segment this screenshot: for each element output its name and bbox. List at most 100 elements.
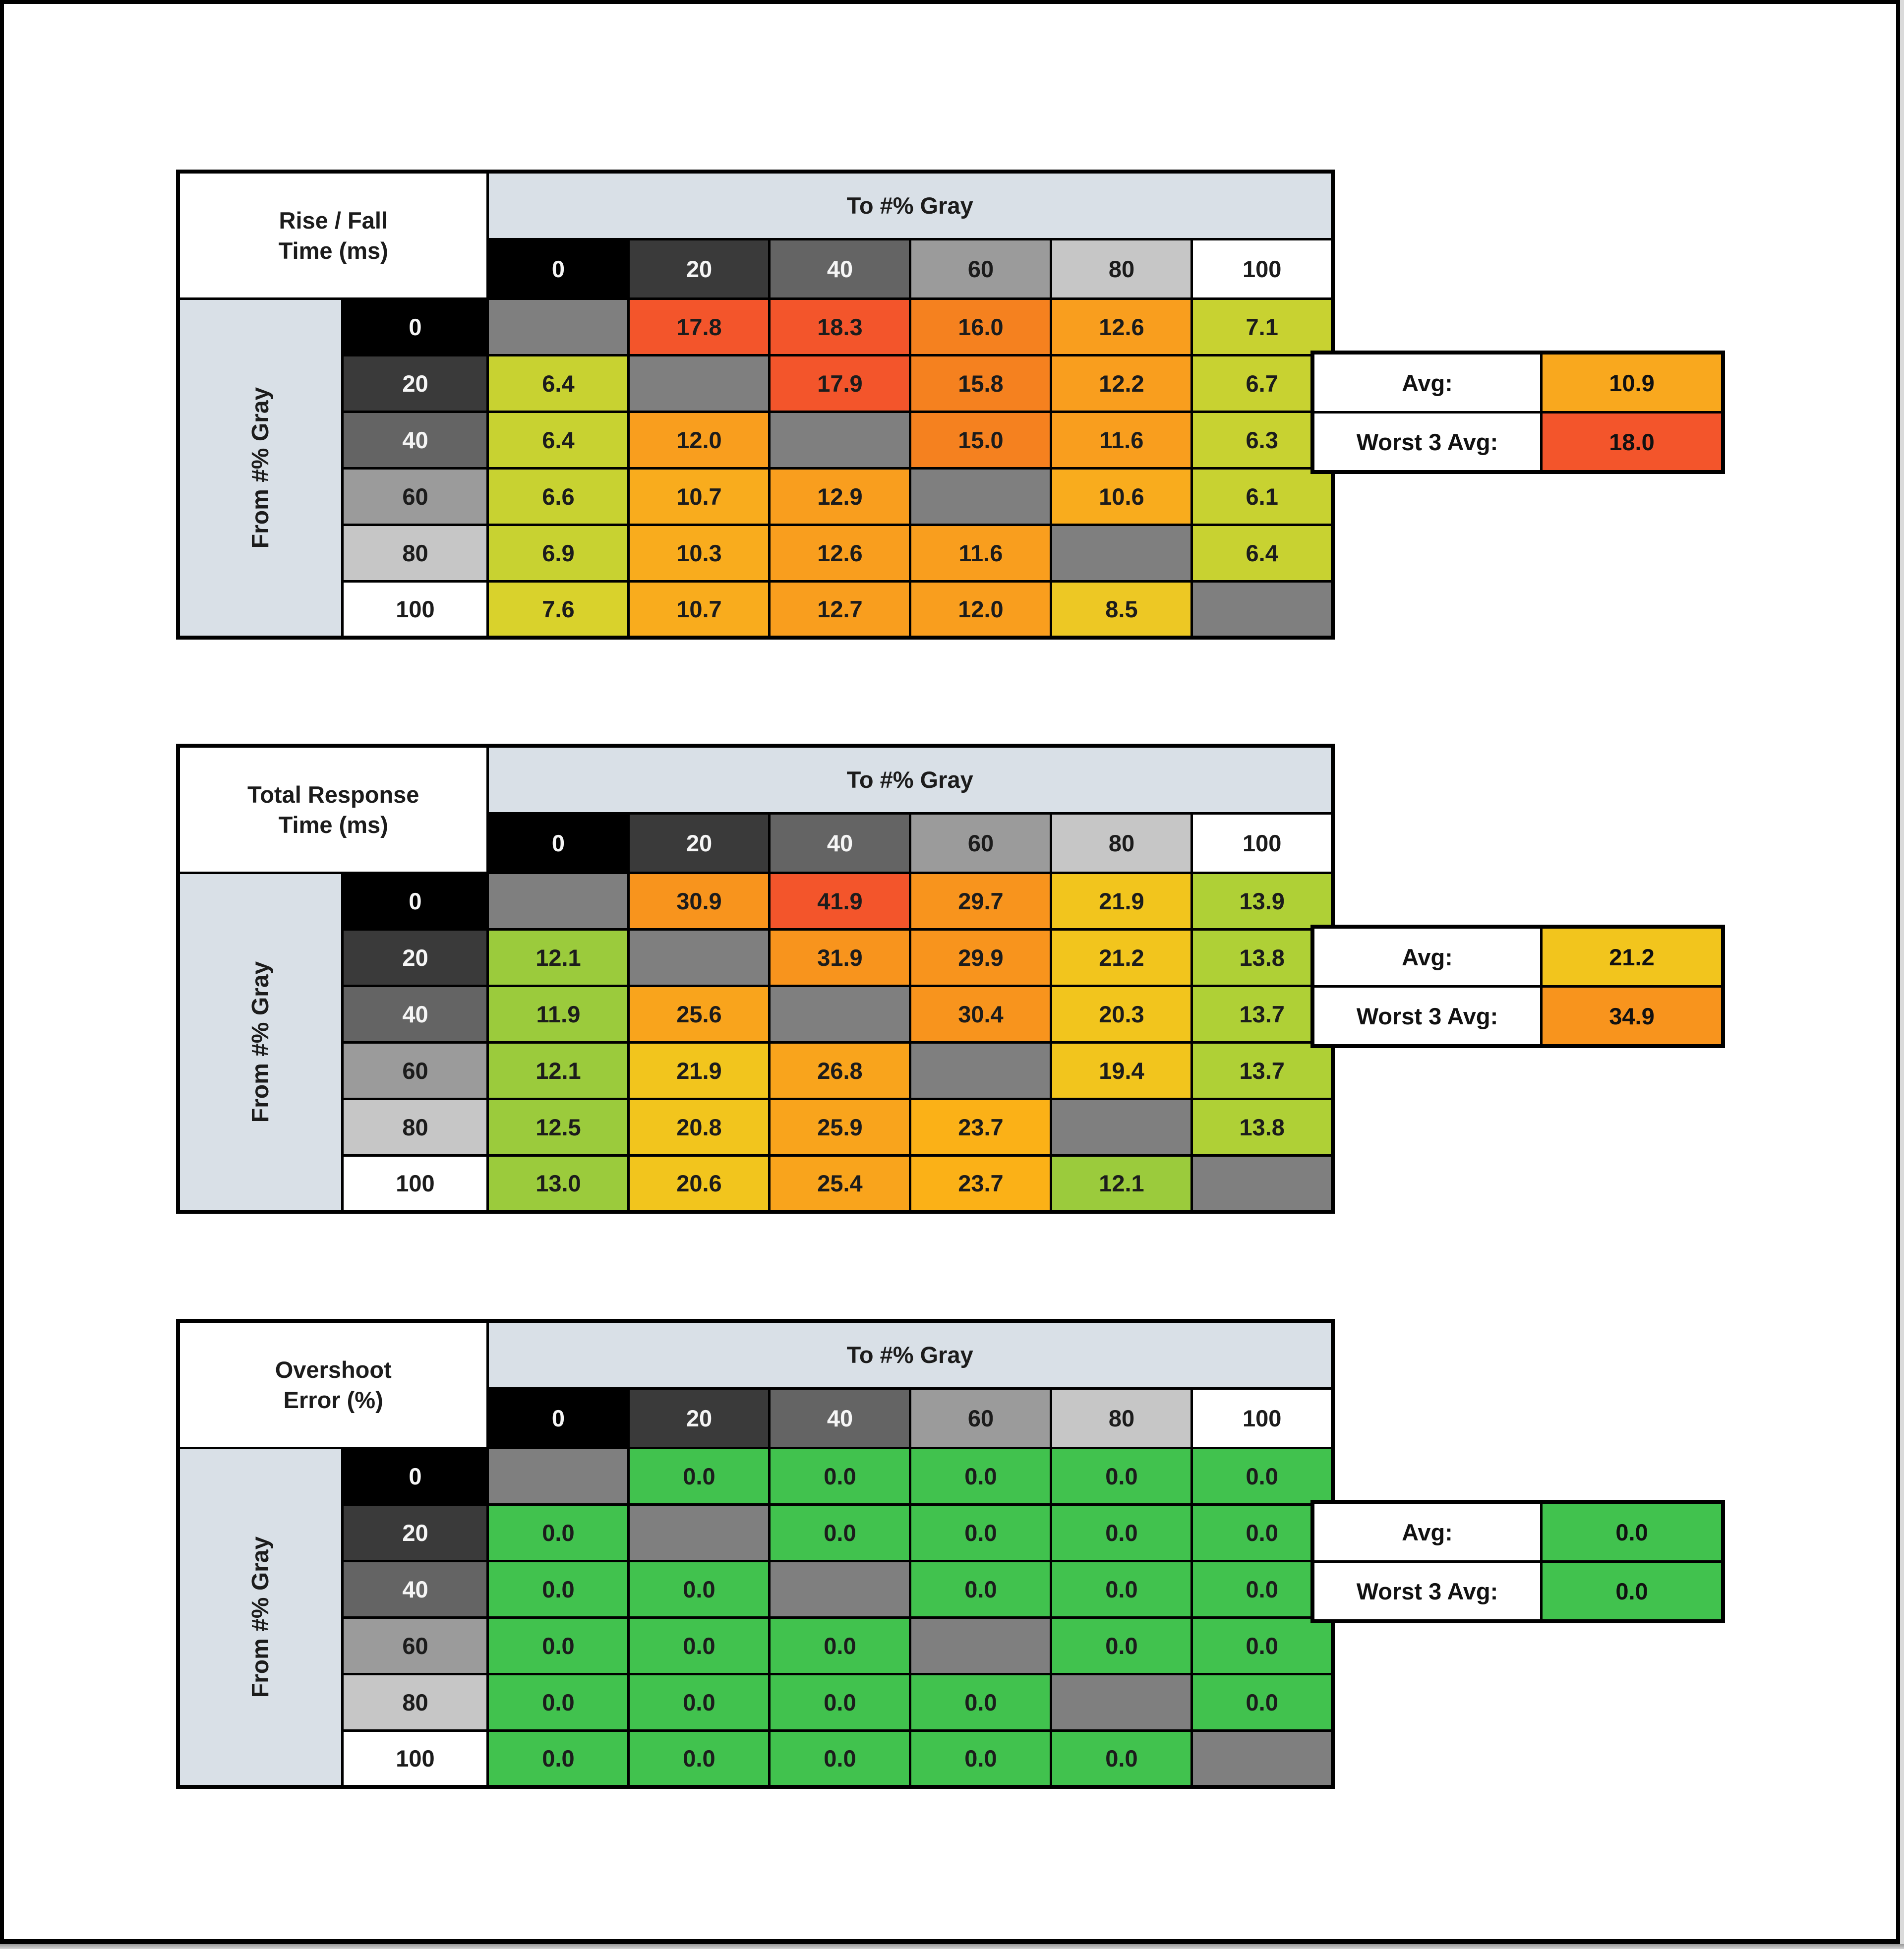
diagonal-blank-cell — [909, 1616, 1053, 1675]
cell-from100-to40: 12.7 — [768, 580, 912, 639]
cell-from60-to100: 0.0 — [1190, 1616, 1334, 1675]
cell-from40-to20: 0.0 — [627, 1559, 771, 1619]
diagonal-blank-cell — [486, 871, 630, 931]
row-header-20: 20 — [341, 354, 489, 413]
overshoot-error-grid: Overshoot Error (%) To #% Gray 0 20 40 60 80 100… — [176, 1319, 1335, 1789]
col-header-40: 40 — [768, 812, 912, 874]
cell-from100-to80: 8.5 — [1050, 580, 1193, 639]
cell-from0-to80: 12.6 — [1050, 297, 1193, 356]
avg-label: Avg: — [1314, 929, 1540, 985]
diagonal-blank-cell — [627, 928, 771, 987]
cell-from60-to40: 26.8 — [768, 1041, 912, 1100]
cell-from0-to100: 13.9 — [1190, 871, 1334, 931]
avg-label: Avg: — [1314, 354, 1540, 411]
diagonal-blank-cell — [909, 467, 1053, 526]
cell-from40-to0: 6.4 — [486, 410, 630, 470]
table-title-line1: Total Response — [247, 781, 419, 808]
cell-from20-to0: 12.1 — [486, 928, 630, 987]
cell-from100-to40: 0.0 — [768, 1729, 912, 1788]
row-header-40: 40 — [341, 984, 489, 1044]
cell-from40-to100: 13.7 — [1190, 984, 1334, 1044]
row-header-60: 60 — [341, 467, 489, 526]
row-header-40: 40 — [341, 410, 489, 470]
cell-from40-to0: 0.0 — [486, 1559, 630, 1619]
cell-from80-to40: 25.9 — [768, 1097, 912, 1157]
total-response-time-table: Total Response Time (ms) To #% Gray 0 20 40 60… — [176, 744, 1335, 1214]
cell-from100-to20: 20.6 — [627, 1154, 771, 1213]
cell-from40-to20: 25.6 — [627, 984, 771, 1044]
total-response-time-row-axis: From #% Gray — [177, 871, 344, 1213]
rise-fall-time-row-axis: From #% Gray — [177, 297, 344, 639]
cell-from100-to80: 0.0 — [1050, 1729, 1193, 1788]
cell-from80-to100: 6.4 — [1190, 523, 1334, 583]
cell-from0-to80: 0.0 — [1050, 1446, 1193, 1506]
row-header-0: 0 — [341, 1446, 489, 1506]
cell-from80-to40: 0.0 — [768, 1672, 912, 1732]
cell-from60-to80: 10.6 — [1050, 467, 1193, 526]
overshoot-error-summary-box: Avg: 0.0 Worst 3 Avg: 0.0 — [1310, 1500, 1725, 1623]
col-header-0: 0 — [486, 237, 630, 300]
cell-from80-to100: 0.0 — [1190, 1672, 1334, 1732]
diagonal-blank-cell — [909, 1041, 1053, 1100]
diagonal-blank-cell — [1190, 580, 1334, 639]
cell-from20-to60: 29.9 — [909, 928, 1053, 987]
row-header-0: 0 — [341, 871, 489, 931]
cell-from0-to60: 0.0 — [909, 1446, 1053, 1506]
cell-from20-to100: 6.7 — [1190, 354, 1334, 413]
row-header-20: 20 — [341, 928, 489, 987]
row-header-100: 100 — [341, 1154, 489, 1213]
cell-from0-to100: 7.1 — [1190, 297, 1334, 356]
cell-from60-to80: 0.0 — [1050, 1616, 1193, 1675]
avg-value: 21.2 — [1543, 929, 1721, 985]
cell-from0-to40: 41.9 — [768, 871, 912, 931]
cell-from40-to0: 11.9 — [486, 984, 630, 1044]
total-response-time-title: Total Response Time (ms) — [177, 744, 489, 874]
cell-from0-to20: 17.8 — [627, 297, 771, 356]
worst-label: Worst 3 Avg: — [1314, 988, 1540, 1044]
cell-from40-to60: 15.0 — [909, 410, 1053, 470]
table-title-line1: Rise / Fall — [279, 207, 388, 234]
cell-from40-to80: 11.6 — [1050, 410, 1193, 470]
cell-from80-to0: 0.0 — [486, 1672, 630, 1732]
worst-value: 0.0 — [1543, 1563, 1721, 1619]
row-header-80: 80 — [341, 523, 489, 583]
from-gray-axis-label: From #% Gray — [247, 961, 274, 1122]
cell-from60-to80: 19.4 — [1050, 1041, 1193, 1100]
diagonal-blank-cell — [1050, 1097, 1193, 1157]
cell-from100-to40: 25.4 — [768, 1154, 912, 1213]
col-header-100: 100 — [1190, 812, 1334, 874]
cell-from80-to20: 10.3 — [627, 523, 771, 583]
cell-from0-to60: 16.0 — [909, 297, 1053, 356]
cell-from80-to20: 0.0 — [627, 1672, 771, 1732]
worst-label: Worst 3 Avg: — [1314, 1563, 1540, 1619]
cell-from100-to0: 0.0 — [486, 1729, 630, 1788]
col-header-40: 40 — [768, 237, 912, 300]
col-header-20: 20 — [627, 812, 771, 874]
table-title-line2: Time (ms) — [278, 811, 388, 838]
cell-from0-to20: 0.0 — [627, 1446, 771, 1506]
row-header-60: 60 — [341, 1041, 489, 1100]
overshoot-error-table: Overshoot Error (%) To #% Gray 0 20 40 60 80 100… — [176, 1319, 1335, 1789]
rise-fall-time-table: Rise / Fall Time (ms) To #% Gray 0 20 40 60 80 1… — [176, 170, 1335, 640]
cell-from0-to40: 0.0 — [768, 1446, 912, 1506]
cell-from60-to100: 13.7 — [1190, 1041, 1334, 1100]
row-header-80: 80 — [341, 1097, 489, 1157]
diagonal-blank-cell — [768, 410, 912, 470]
worst-value: 34.9 — [1543, 988, 1721, 1044]
total-response-time-summary-box: Avg: 21.2 Worst 3 Avg: 34.9 — [1310, 925, 1725, 1048]
cell-from40-to60: 30.4 — [909, 984, 1053, 1044]
cell-from0-to80: 21.9 — [1050, 871, 1193, 931]
cell-from80-to60: 0.0 — [909, 1672, 1053, 1732]
cell-from100-to20: 0.0 — [627, 1729, 771, 1788]
cell-from60-to40: 0.0 — [768, 1616, 912, 1675]
col-header-60: 60 — [909, 812, 1053, 874]
row-header-80: 80 — [341, 1672, 489, 1732]
rise-fall-time-grid: Rise / Fall Time (ms) To #% Gray 0 20 40 60 80 1… — [176, 170, 1335, 640]
row-header-100: 100 — [341, 580, 489, 639]
cell-from20-to0: 6.4 — [486, 354, 630, 413]
cell-from40-to60: 0.0 — [909, 1559, 1053, 1619]
cell-from100-to20: 10.7 — [627, 580, 771, 639]
col-header-80: 80 — [1050, 237, 1193, 300]
cell-from40-to100: 6.3 — [1190, 410, 1334, 470]
